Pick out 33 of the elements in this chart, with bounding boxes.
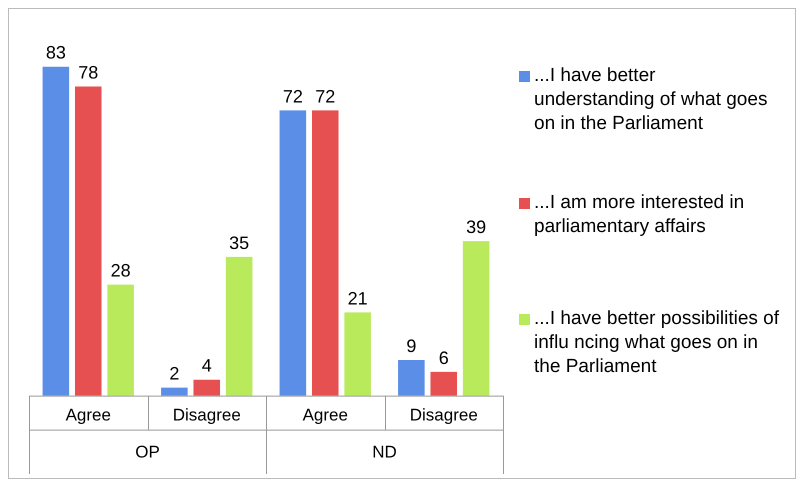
data-label: 72 (315, 86, 336, 106)
bar (226, 256, 252, 396)
bar (42, 66, 70, 396)
data-label: 9 (406, 336, 416, 356)
x-tick-label: Disagree (410, 405, 478, 424)
text: OP (135, 442, 160, 462)
data-label: 28 (110, 260, 131, 281)
data-label: 35 (229, 232, 250, 253)
bar (344, 312, 371, 396)
data-label: 6 (438, 348, 449, 368)
data-label: 78 (78, 62, 98, 83)
data-label: 2 (169, 364, 180, 384)
bar (107, 284, 134, 396)
x-tick-label: Disagree (172, 405, 241, 424)
legend-label: ...I have better understanding of what goes on in the Parliament (534, 64, 768, 136)
data-label: 4 (202, 356, 212, 376)
bar (430, 372, 458, 396)
data-label: 72 (282, 86, 303, 106)
data-label: 21 (348, 288, 368, 308)
x-tick-label: Agree (302, 405, 348, 424)
bar (462, 241, 490, 396)
bar (398, 360, 425, 396)
bar (280, 110, 306, 396)
x-tick-label: Agree (66, 405, 111, 424)
bar (312, 110, 339, 396)
text: ND (372, 442, 397, 462)
legend-label: ...I am more interested in parliamentary affairs (534, 191, 746, 239)
bar (193, 380, 220, 396)
bar (161, 388, 188, 396)
legend-label: ...I have better possibilities of influ ncing what goes on in the Parliament (534, 307, 780, 379)
bar (74, 86, 102, 396)
data-label: 83 (46, 42, 66, 63)
data-label: 39 (466, 217, 486, 238)
